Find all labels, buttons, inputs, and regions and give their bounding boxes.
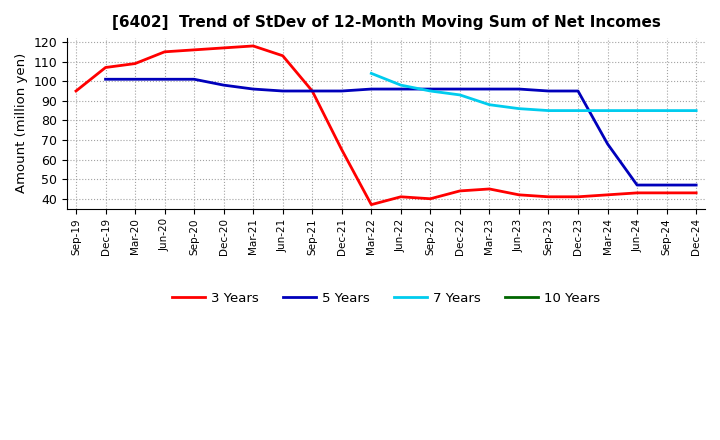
3 Years <box>662 190 671 195</box>
3 Years <box>249 43 258 48</box>
3 Years <box>603 192 612 198</box>
7 Years <box>633 108 642 113</box>
5 Years <box>515 86 523 92</box>
5 Years <box>544 88 553 94</box>
7 Years <box>692 108 701 113</box>
Line: 7 Years: 7 Years <box>372 73 696 110</box>
5 Years <box>485 86 494 92</box>
3 Years <box>485 186 494 191</box>
7 Years <box>544 108 553 113</box>
Line: 3 Years: 3 Years <box>76 46 696 205</box>
5 Years <box>662 183 671 188</box>
5 Years <box>633 183 642 188</box>
5 Years <box>131 77 140 82</box>
5 Years <box>603 141 612 147</box>
5 Years <box>102 77 110 82</box>
3 Years <box>397 194 405 199</box>
5 Years <box>249 86 258 92</box>
5 Years <box>161 77 169 82</box>
Line: 5 Years: 5 Years <box>106 79 696 185</box>
7 Years <box>397 82 405 88</box>
5 Years <box>190 77 199 82</box>
7 Years <box>485 102 494 107</box>
3 Years <box>426 196 435 202</box>
3 Years <box>279 53 287 59</box>
3 Years <box>515 192 523 198</box>
3 Years <box>633 190 642 195</box>
Y-axis label: Amount (million yen): Amount (million yen) <box>15 53 28 194</box>
3 Years <box>308 88 317 94</box>
3 Years <box>72 88 81 94</box>
7 Years <box>367 71 376 76</box>
Title: [6402]  Trend of StDev of 12-Month Moving Sum of Net Incomes: [6402] Trend of StDev of 12-Month Moving… <box>112 15 660 30</box>
5 Years <box>456 86 464 92</box>
5 Years <box>692 183 701 188</box>
3 Years <box>102 65 110 70</box>
3 Years <box>456 188 464 194</box>
3 Years <box>220 45 228 51</box>
3 Years <box>131 61 140 66</box>
3 Years <box>161 49 169 55</box>
3 Years <box>544 194 553 199</box>
3 Years <box>574 194 582 199</box>
5 Years <box>220 82 228 88</box>
5 Years <box>426 86 435 92</box>
5 Years <box>574 88 582 94</box>
Legend: 3 Years, 5 Years, 7 Years, 10 Years: 3 Years, 5 Years, 7 Years, 10 Years <box>166 287 606 310</box>
5 Years <box>397 86 405 92</box>
3 Years <box>367 202 376 207</box>
5 Years <box>367 86 376 92</box>
7 Years <box>515 106 523 111</box>
3 Years <box>692 190 701 195</box>
5 Years <box>308 88 317 94</box>
7 Years <box>603 108 612 113</box>
7 Years <box>574 108 582 113</box>
5 Years <box>279 88 287 94</box>
7 Years <box>662 108 671 113</box>
7 Years <box>456 92 464 98</box>
3 Years <box>190 47 199 52</box>
5 Years <box>338 88 346 94</box>
7 Years <box>426 88 435 94</box>
3 Years <box>338 147 346 152</box>
